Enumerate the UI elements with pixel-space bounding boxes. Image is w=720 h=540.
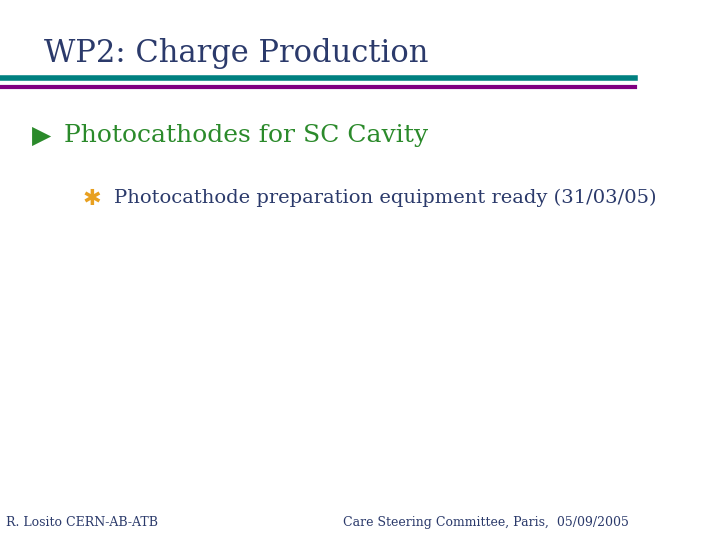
- Text: Care Steering Committee, Paris,  05/09/2005: Care Steering Committee, Paris, 05/09/20…: [343, 516, 629, 529]
- Text: WP2: Charge Production: WP2: Charge Production: [45, 38, 429, 69]
- Text: ✱: ✱: [83, 189, 102, 209]
- Text: R. Losito CERN-AB-ATB: R. Losito CERN-AB-ATB: [6, 516, 158, 529]
- Text: Photocathodes for SC Cavity: Photocathodes for SC Cavity: [63, 124, 428, 147]
- Text: ▶: ▶: [32, 124, 51, 148]
- Text: Photocathode preparation equipment ready (31/03/05): Photocathode preparation equipment ready…: [114, 189, 657, 207]
